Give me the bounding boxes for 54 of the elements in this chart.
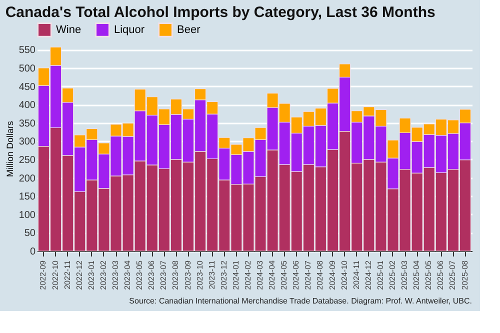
x-tick-label: 2023-10	[195, 260, 204, 290]
x-tick-label: 2025-07	[448, 260, 458, 290]
x-tick-label: 2024-02	[243, 260, 252, 290]
x-tick-label: 2023-01	[86, 260, 96, 290]
y-tick-label: 250	[18, 154, 36, 166]
x-tick-label: 2024-12	[364, 260, 373, 290]
x-tick-label: 2024-04	[268, 260, 277, 290]
x-tick-label: 2023-03	[111, 260, 120, 290]
y-tick-label: 200	[18, 173, 36, 184]
x-tick-label: 2023-02	[98, 260, 108, 290]
x-tick-label: 2025-08	[460, 260, 470, 290]
y-tick-label: 150	[18, 192, 36, 203]
legend-label: Liquor	[114, 24, 145, 36]
x-tick-label: 2024-11	[352, 260, 361, 290]
x-tick-label: 2025-05	[424, 260, 434, 290]
x-tick-label: 2025-01	[376, 260, 385, 290]
x-tick-label: 2024-06	[292, 260, 301, 290]
x-tick-label: 2023-08	[171, 260, 180, 290]
x-tick-label: 2025-06	[436, 260, 446, 290]
x-tick-label: 2022-12	[74, 260, 84, 290]
legend-label: Beer	[177, 24, 201, 36]
x-tick-label: 2025-02	[388, 260, 397, 290]
x-tick-label: 2022-10	[50, 260, 60, 290]
y-tick-label: 400	[18, 100, 36, 112]
y-tick-label: 550	[18, 45, 36, 56]
x-tick-label: 2024-09	[328, 260, 337, 290]
x-tick-label: 2022-09	[38, 260, 48, 290]
x-tick-label: 2024-01	[231, 260, 240, 290]
legend-label: Wine	[56, 24, 82, 36]
x-tick-label: 2023-04	[123, 260, 132, 290]
y-tick-label: 100	[18, 210, 36, 221]
x-tick-label: 2024-10	[340, 260, 349, 290]
y-tick-label: 300	[18, 136, 36, 148]
x-tick-label: 2024-05	[280, 260, 289, 290]
x-tick-label: 2023-07	[159, 260, 168, 290]
chart-title: Canada's Total Alcohol Imports by Category, Last 36 Months	[5, 4, 436, 21]
x-tick-label: 2024-03	[256, 260, 265, 290]
y-axis-title: Million Dollars	[4, 120, 15, 178]
x-tick-label: 2023-09	[183, 260, 192, 290]
x-tick-label: 2022-11	[62, 260, 72, 290]
x-tick-label: 2025-03	[400, 260, 410, 290]
x-tick-label: 2023-05	[135, 260, 144, 290]
x-tick-label: 2025-04	[412, 260, 422, 290]
y-tick-label: 450	[18, 82, 36, 93]
y-tick-label: 350	[18, 118, 36, 130]
y-tick-label: 0	[30, 246, 36, 258]
y-tick-label: 50	[24, 228, 36, 240]
source-note: Source: Canadian International Merchandise Trade Database. Diagram: Prof. W. Antweiler, UBC.	[129, 296, 472, 306]
x-tick-label: 2023-12	[219, 260, 228, 290]
y-tick-label: 500	[18, 63, 36, 74]
x-tick-label: 2023-06	[147, 260, 156, 290]
x-tick-label: 2024-07	[304, 260, 313, 290]
x-tick-label: 2024-08	[316, 260, 325, 290]
x-tick-label: 2023-11	[207, 260, 216, 290]
